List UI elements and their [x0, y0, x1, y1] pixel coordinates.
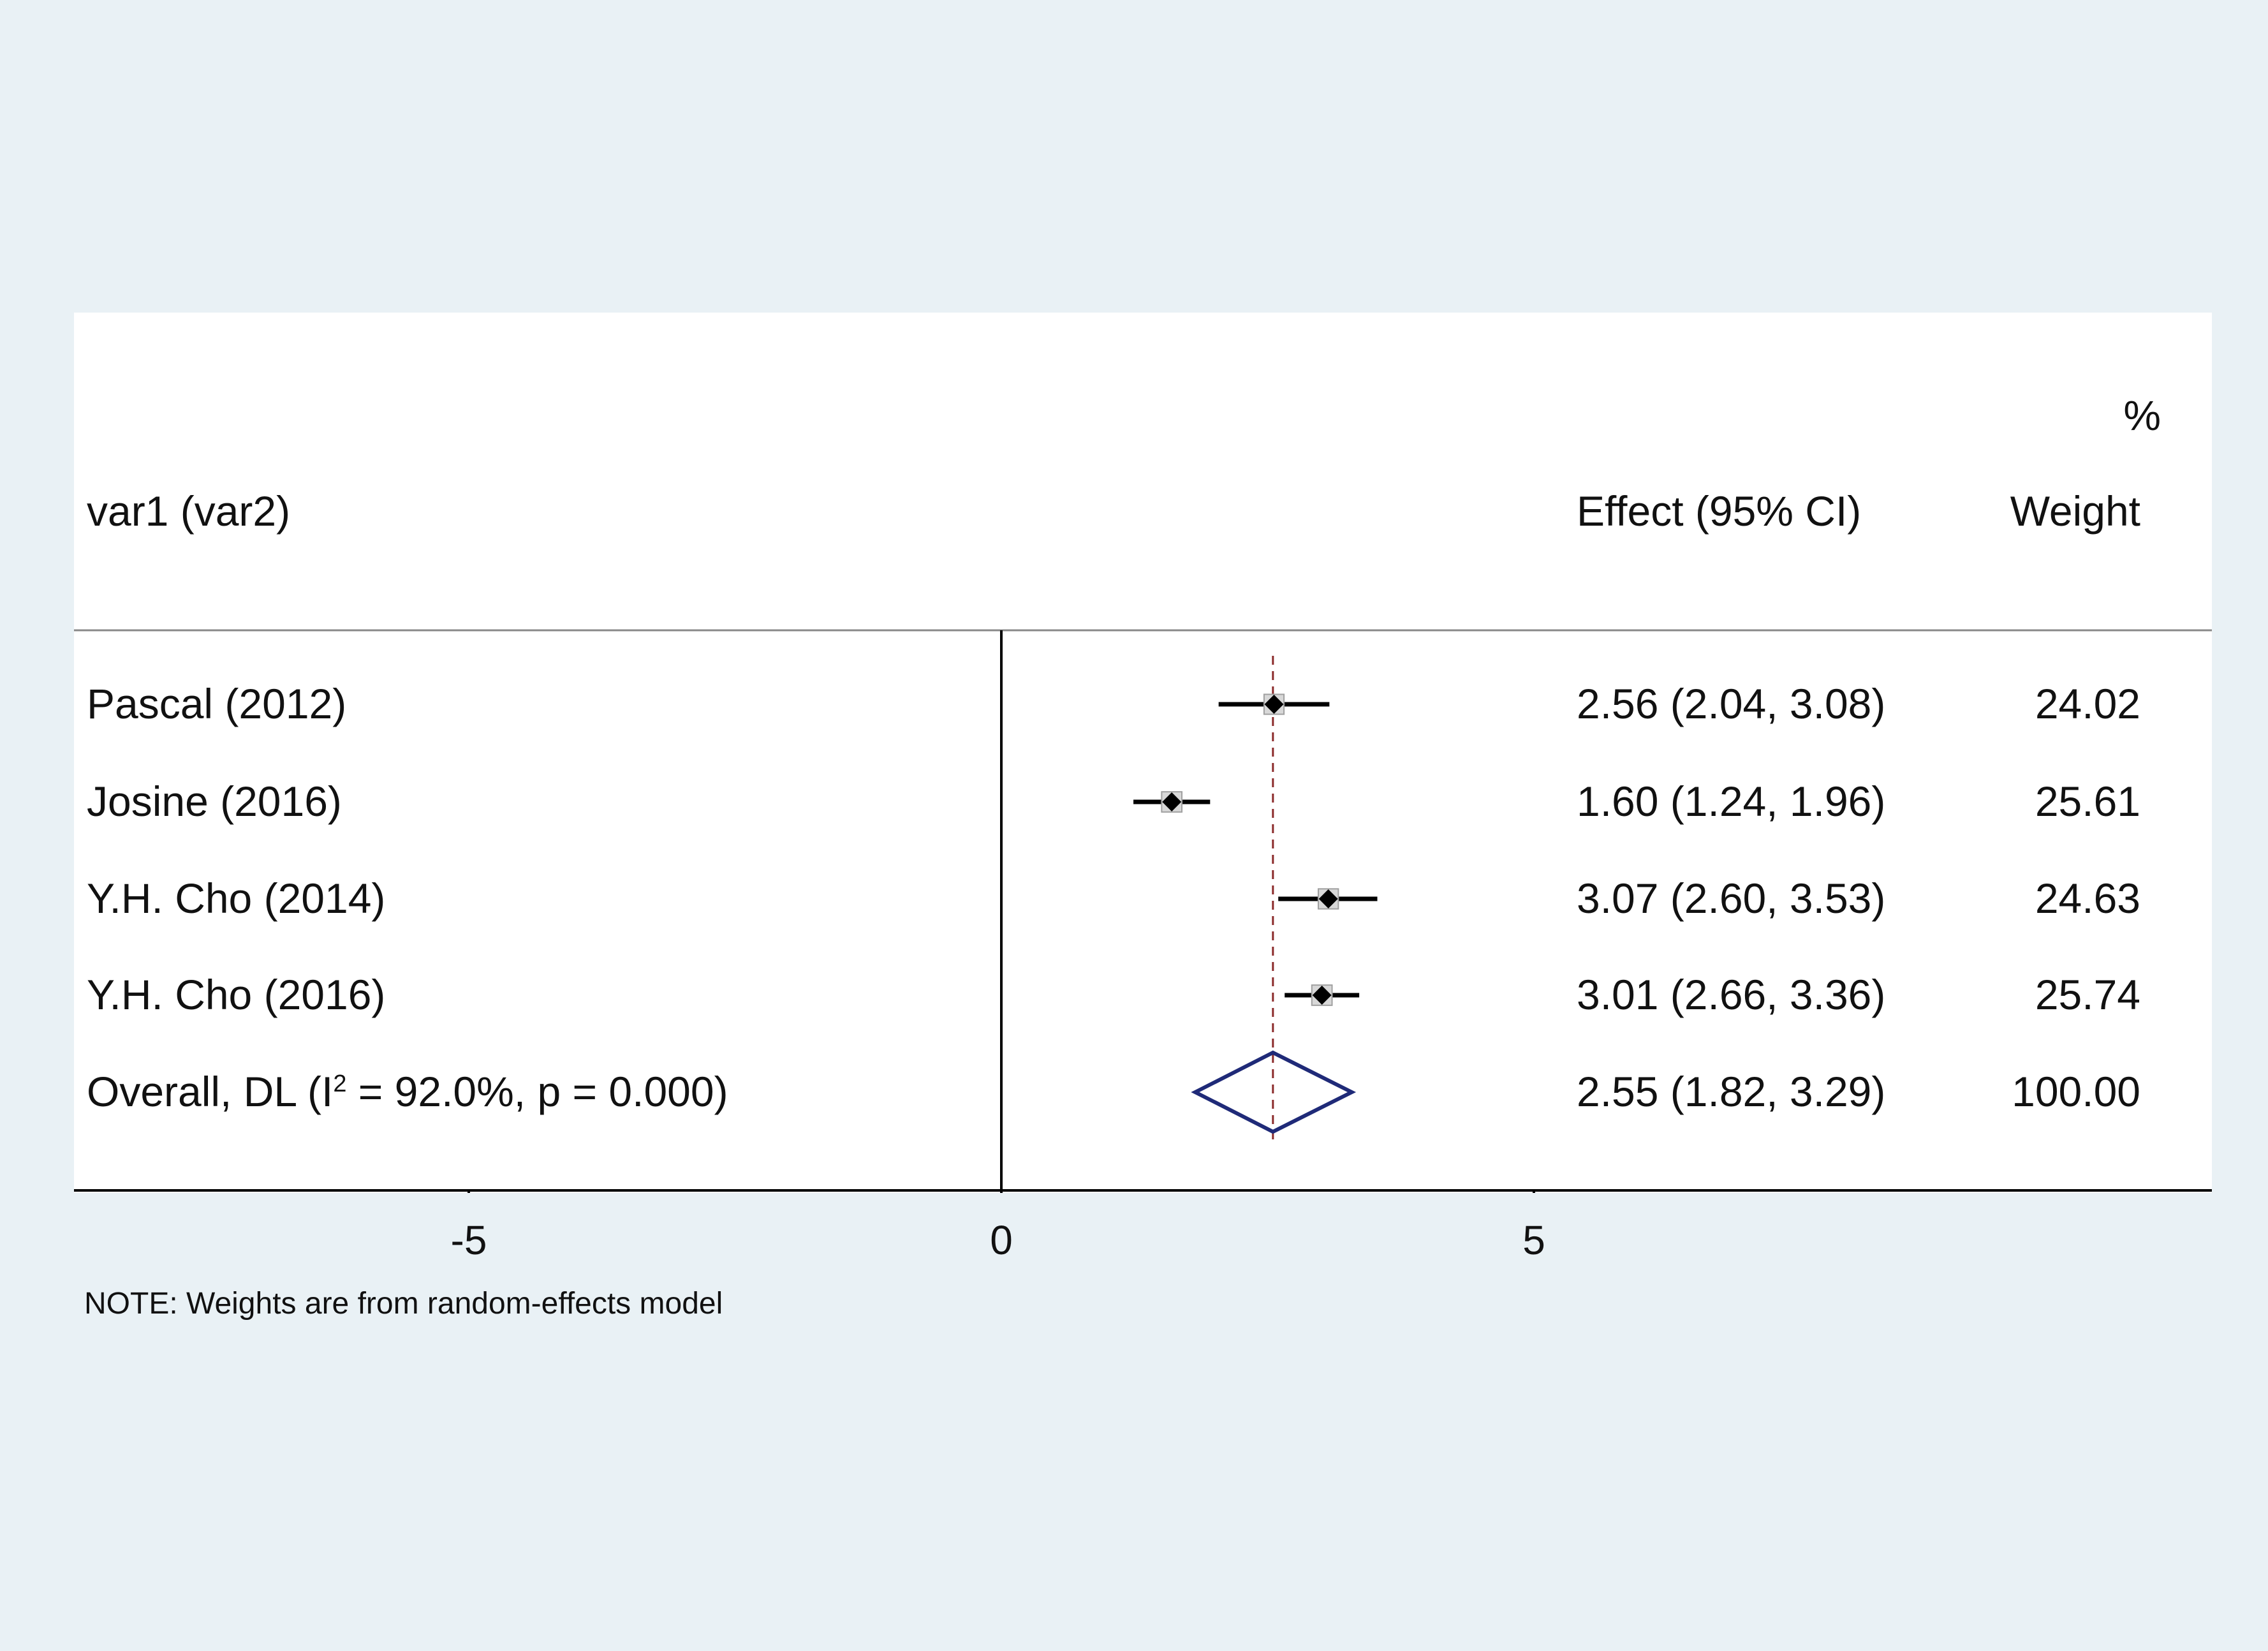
- study-effect-text: 1.60 (1.24, 1.96): [1577, 778, 1886, 825]
- weights-note: NOTE: Weights are from random-effects mo…: [84, 1287, 723, 1321]
- study-effect-text: 3.01 (2.66, 3.36): [1577, 971, 1886, 1018]
- overall-diamond: [1191, 1050, 1357, 1134]
- study-weight-text: 25.61: [2035, 778, 2140, 825]
- study-point-estimate: [1264, 695, 1284, 714]
- x-tick-label: 0: [990, 1217, 1013, 1263]
- forest-plot-panel: % var1 (var2) Effect (95% CI) Weight Pas…: [74, 313, 2212, 1319]
- study-point-estimate: [1162, 792, 1182, 811]
- study-effect-text: 2.56 (2.04, 3.08): [1577, 680, 1886, 727]
- study-label: Josine (2016): [87, 778, 342, 825]
- overall-label-post: = 92.0%, p = 0.000): [346, 1068, 728, 1115]
- study-weight-text: 24.63: [2035, 875, 2140, 922]
- weight-column-header: Weight: [2010, 487, 2140, 535]
- study-weight-text: 24.02: [2035, 680, 2140, 727]
- overall-label-pre: Overall, DL (I: [87, 1068, 334, 1115]
- study-column-header: var1 (var2): [87, 487, 291, 535]
- study-label: Pascal (2012): [87, 680, 347, 727]
- overall-label-sup: 2: [333, 1070, 347, 1097]
- study-point-estimate: [1318, 889, 1338, 908]
- x-tick-label: 5: [1522, 1217, 1545, 1263]
- study-effect-text: 3.07 (2.60, 3.53): [1577, 875, 1886, 922]
- weight-header-percent: %: [2123, 392, 2161, 439]
- study-weight-text: 25.74: [2035, 971, 2140, 1018]
- study-label: Y.H. Cho (2014): [87, 875, 386, 922]
- study-label: Y.H. Cho (2016): [87, 971, 386, 1018]
- overall-weight-text: 100.00: [2012, 1068, 2140, 1115]
- overall-label: Overall, DL (I2 = 92.0%, p = 0.000): [87, 1070, 728, 1113]
- overall-effect-text: 2.55 (1.82, 3.29): [1577, 1068, 1886, 1115]
- effect-column-header: Effect (95% CI): [1577, 487, 1862, 535]
- x-tick-label: -5: [450, 1217, 487, 1263]
- forest-plot-svg: [74, 629, 2212, 1193]
- study-point-estimate: [1312, 986, 1332, 1005]
